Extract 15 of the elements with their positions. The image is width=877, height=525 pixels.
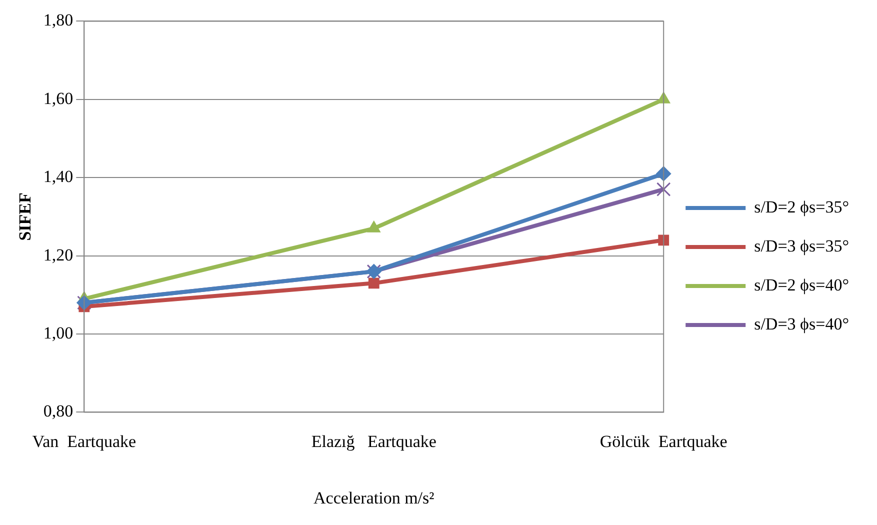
y-tick-label: 1,20 <box>43 245 74 264</box>
x-axis-title: Acceleration m/s² <box>314 488 434 508</box>
legend-label: s/D=3 ϕs=40° <box>754 314 850 334</box>
y-axis-title: SIFEF <box>16 192 35 241</box>
y-tick-label: 1,40 <box>43 167 74 186</box>
y-tick-label: 1,00 <box>43 323 74 342</box>
x-tick-label: Gölcük Eartquake <box>600 432 728 451</box>
x-tick-label: Van Eartquake <box>32 432 136 451</box>
y-tick-label: 1,60 <box>43 88 74 108</box>
x-tick-label: Elazığ Eartquake <box>311 432 436 451</box>
legend-label: s/D=3 ϕs=35° <box>754 236 850 256</box>
y-tick-label: 1,80 <box>43 10 74 30</box>
legend-label: s/D=2 ϕs=40° <box>754 275 850 294</box>
y-tick-label: 0,80 <box>43 402 74 421</box>
legend-label: s/D=2 ϕs=35° <box>754 197 850 216</box>
